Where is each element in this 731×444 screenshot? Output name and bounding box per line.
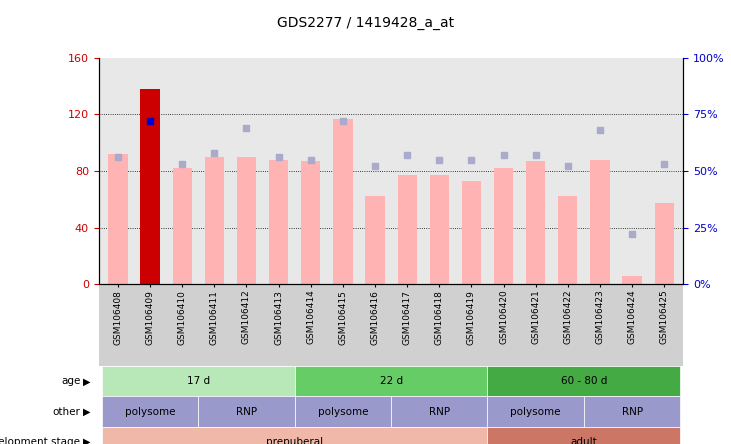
Text: development stage: development stage <box>0 437 80 444</box>
Point <box>176 161 188 168</box>
Text: RNP: RNP <box>428 407 450 416</box>
Bar <box>205 157 224 284</box>
Point <box>401 151 413 159</box>
Bar <box>301 161 320 284</box>
Point <box>112 154 124 161</box>
Point <box>144 118 156 125</box>
Text: ▶: ▶ <box>83 407 90 416</box>
Bar <box>366 196 385 284</box>
Point <box>530 151 542 159</box>
Point <box>433 156 445 163</box>
Text: 60 - 80 d: 60 - 80 d <box>561 377 607 386</box>
Bar <box>494 168 513 284</box>
Text: ▶: ▶ <box>83 437 90 444</box>
Point <box>659 161 670 168</box>
Point <box>273 154 284 161</box>
Bar <box>591 160 610 284</box>
Text: polysome: polysome <box>510 407 561 416</box>
Bar <box>173 168 192 284</box>
Bar <box>333 119 352 284</box>
Text: 17 d: 17 d <box>186 377 210 386</box>
Point <box>337 118 349 125</box>
Bar <box>140 89 160 284</box>
Text: prepuberal: prepuberal <box>266 437 323 444</box>
Text: polysome: polysome <box>318 407 368 416</box>
Point <box>498 151 510 159</box>
Bar <box>269 160 288 284</box>
Point <box>594 127 606 134</box>
Text: RNP: RNP <box>621 407 643 416</box>
Text: GDS2277 / 1419428_a_at: GDS2277 / 1419428_a_at <box>277 16 454 30</box>
Bar <box>430 175 449 284</box>
Text: 22 d: 22 d <box>379 377 403 386</box>
Point <box>562 163 574 170</box>
Point <box>626 231 638 238</box>
Bar <box>654 203 674 284</box>
Text: polysome: polysome <box>125 407 175 416</box>
Bar <box>558 196 577 284</box>
Text: other: other <box>53 407 80 416</box>
Point <box>369 163 381 170</box>
Text: ▶: ▶ <box>83 377 90 386</box>
Bar <box>526 161 545 284</box>
Bar <box>398 175 417 284</box>
Text: RNP: RNP <box>236 407 257 416</box>
Bar <box>108 154 128 284</box>
Point <box>466 156 477 163</box>
Bar <box>462 181 481 284</box>
Bar <box>237 157 256 284</box>
Bar <box>622 276 642 284</box>
Text: adult: adult <box>570 437 597 444</box>
Point <box>240 124 252 131</box>
Point <box>305 156 317 163</box>
Text: age: age <box>61 377 80 386</box>
Point <box>208 149 220 156</box>
